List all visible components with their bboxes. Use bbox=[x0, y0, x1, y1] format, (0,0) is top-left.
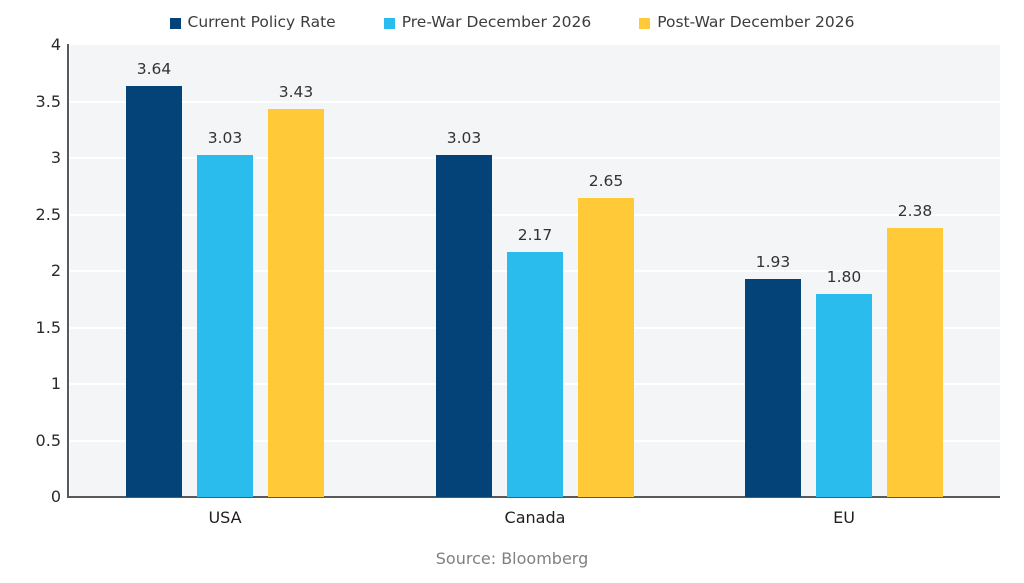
source-note: Source: Bloomberg bbox=[435, 549, 589, 568]
gridline bbox=[70, 213, 1000, 216]
legend-item-label: Post-War December 2026 bbox=[657, 13, 855, 32]
gridline bbox=[70, 100, 1000, 103]
y-axis-tick-label: 3.5 bbox=[35, 91, 61, 111]
y-axis-tick-label: 3 bbox=[50, 148, 61, 167]
x-axis-category-label: EU bbox=[833, 508, 855, 527]
legend-swatch-icon bbox=[169, 17, 181, 29]
bar[interactable] bbox=[268, 109, 324, 497]
bar-value-label: 2.17 bbox=[517, 225, 553, 244]
bar[interactable] bbox=[887, 228, 943, 497]
bar-value-label: 3.03 bbox=[207, 128, 243, 147]
bar[interactable] bbox=[436, 154, 492, 497]
legend-item-pre-war-december-2026[interactable]: Pre-War December 2026 bbox=[383, 13, 592, 32]
x-axis-category-label: Canada bbox=[504, 508, 566, 527]
bar[interactable] bbox=[197, 154, 253, 497]
gridline bbox=[70, 157, 1000, 159]
x-axis-category-label: USA bbox=[208, 508, 242, 527]
bar[interactable] bbox=[507, 251, 563, 497]
legend-item-label: Current Policy Rate bbox=[187, 13, 336, 32]
y-axis-tick-labels: 4 3.5 3 2.5 2 1.5 1 0.5 0 bbox=[0, 0, 61, 583]
y-axis-tick-label: 0.5 bbox=[35, 430, 61, 450]
legend-item-post-war-december-2026[interactable]: Post-War December 2026 bbox=[639, 15, 854, 31]
y-axis-tick-label: 0 bbox=[50, 487, 61, 506]
bar-value-label: 3.43 bbox=[278, 83, 314, 102]
bar-value-label: 1.93 bbox=[755, 252, 791, 271]
y-axis-tick-label: 1 bbox=[50, 374, 61, 393]
y-axis-tick-label: 2 bbox=[50, 261, 61, 280]
bar-value-label: 3.64 bbox=[136, 59, 172, 78]
y-axis-tick-label: 2.5 bbox=[35, 204, 61, 224]
bar[interactable] bbox=[816, 293, 872, 497]
bar[interactable] bbox=[745, 278, 801, 497]
y-axis-tick-label: 4 bbox=[50, 35, 61, 54]
bar[interactable] bbox=[126, 85, 182, 497]
bar[interactable] bbox=[578, 197, 634, 497]
y-axis-tick-label: 1.5 bbox=[35, 317, 61, 337]
chart-legend: Current Policy Rate Pre-War December 202… bbox=[0, 9, 1024, 37]
legend-item-label: Pre-War December 2026 bbox=[401, 13, 592, 32]
bar-value-label: 2.38 bbox=[897, 202, 933, 221]
bar-value-label: 1.80 bbox=[826, 267, 862, 286]
y-axis-line bbox=[67, 44, 69, 498]
x-axis-line bbox=[67, 496, 1000, 498]
legend-swatch-icon bbox=[639, 17, 651, 29]
bar-value-label: 3.03 bbox=[446, 128, 482, 147]
legend-item-current-policy-rate[interactable]: Current Policy Rate bbox=[169, 13, 336, 32]
bar-value-label: 2.65 bbox=[588, 171, 624, 190]
legend-swatch-icon bbox=[383, 17, 395, 29]
